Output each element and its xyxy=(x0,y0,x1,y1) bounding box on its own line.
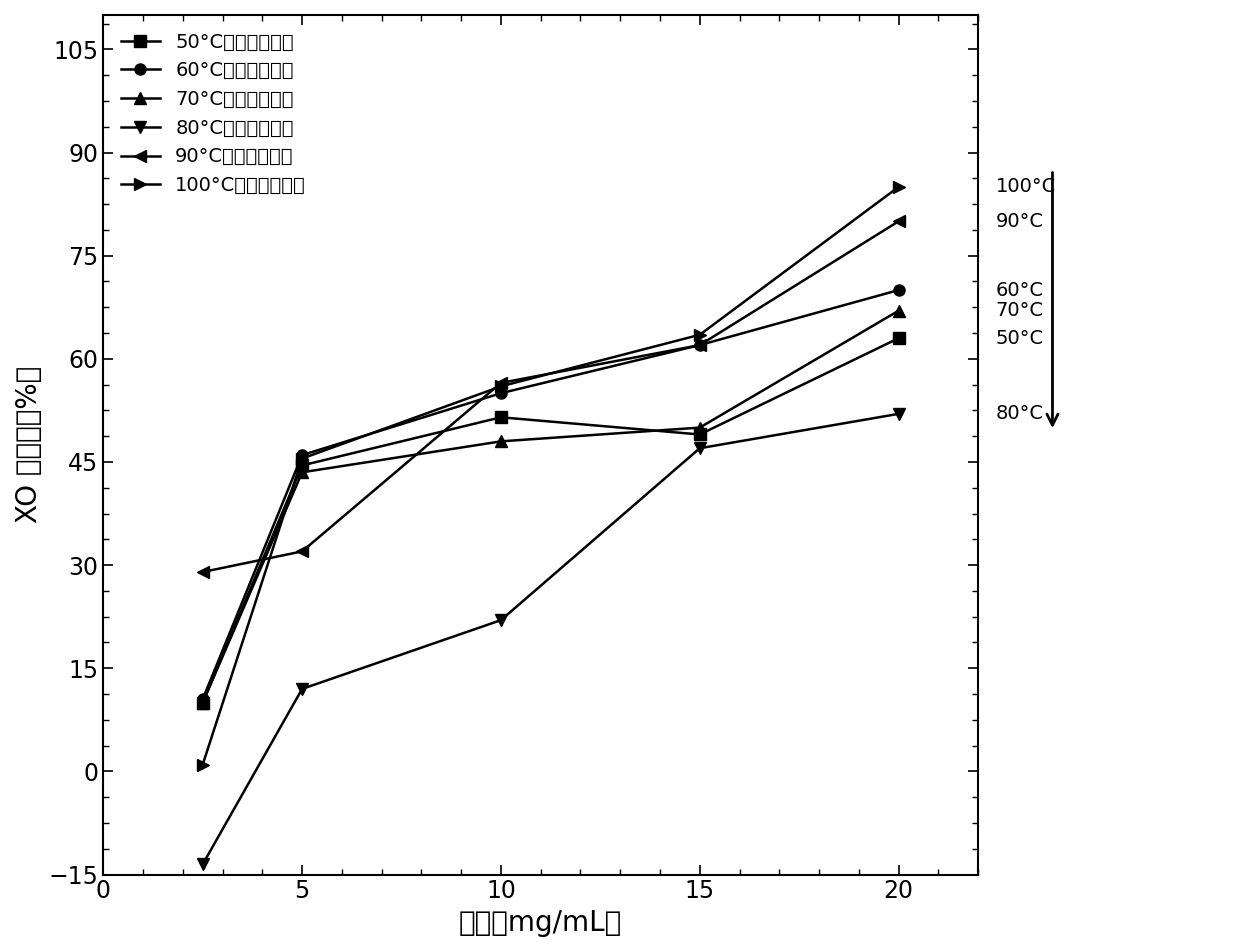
70°C葵花盘水提物 xyxy=(494,436,508,447)
90°C葵花盘水提物 xyxy=(295,545,310,557)
100°C葵花盘水提物 xyxy=(892,181,906,192)
100°C葵花盘水提物 xyxy=(295,453,310,465)
90°C葵花盘水提物 xyxy=(892,215,906,227)
50°C葵花盘水提物 xyxy=(494,411,508,423)
90°C葵花盘水提物 xyxy=(195,566,210,578)
Text: 50°C: 50°C xyxy=(996,328,1044,347)
100°C葵花盘水提物 xyxy=(494,381,508,392)
Text: 60°C: 60°C xyxy=(996,281,1044,300)
Line: 100°C葵花盘水提物: 100°C葵花盘水提物 xyxy=(197,182,904,770)
Text: 80°C: 80°C xyxy=(996,405,1044,424)
60°C葵花盘水提物 xyxy=(692,339,707,350)
Line: 50°C葵花盘水提物: 50°C葵花盘水提物 xyxy=(197,332,904,708)
60°C葵花盘水提物 xyxy=(494,387,508,399)
Text: 100°C: 100°C xyxy=(996,177,1056,196)
50°C葵花盘水提物 xyxy=(892,332,906,344)
60°C葵花盘水提物 xyxy=(892,285,906,296)
Line: 90°C葵花盘水提物: 90°C葵花盘水提物 xyxy=(197,216,904,578)
Line: 80°C葵花盘水提物: 80°C葵花盘水提物 xyxy=(197,408,904,870)
Line: 60°C葵花盘水提物: 60°C葵花盘水提物 xyxy=(197,285,904,704)
80°C葵花盘水提物 xyxy=(892,408,906,420)
Y-axis label: XO 抑制率（%）: XO 抑制率（%） xyxy=(15,367,43,524)
100°C葵花盘水提物 xyxy=(692,329,707,341)
80°C葵花盘水提物 xyxy=(195,859,210,870)
70°C葵花盘水提物 xyxy=(295,466,310,478)
Legend: 50°C葵花盘水提物, 60°C葵花盘水提物, 70°C葵花盘水提物, 80°C葵花盘水提物, 90°C葵花盘水提物, 100°C葵花盘水提物: 50°C葵花盘水提物, 60°C葵花盘水提物, 70°C葵花盘水提物, 80°C… xyxy=(113,25,314,203)
90°C葵花盘水提物 xyxy=(494,377,508,388)
80°C葵花盘水提物 xyxy=(692,443,707,454)
80°C葵花盘水提物 xyxy=(494,614,508,625)
80°C葵花盘水提物 xyxy=(295,684,310,695)
60°C葵花盘水提物 xyxy=(295,449,310,461)
70°C葵花盘水提物 xyxy=(892,305,906,316)
60°C葵花盘水提物 xyxy=(195,693,210,704)
Line: 70°C葵花盘水提物: 70°C葵花盘水提物 xyxy=(197,306,904,708)
100°C葵花盘水提物 xyxy=(195,759,210,770)
50°C葵花盘水提物 xyxy=(295,460,310,471)
X-axis label: 浓度（mg/mL）: 浓度（mg/mL） xyxy=(459,909,622,937)
50°C葵花盘水提物 xyxy=(195,697,210,708)
90°C葵花盘水提物 xyxy=(692,339,707,350)
Text: 70°C: 70°C xyxy=(996,301,1044,320)
50°C葵花盘水提物 xyxy=(692,428,707,440)
70°C葵花盘水提物 xyxy=(195,697,210,708)
70°C葵花盘水提物 xyxy=(692,422,707,433)
Text: 90°C: 90°C xyxy=(996,211,1044,230)
